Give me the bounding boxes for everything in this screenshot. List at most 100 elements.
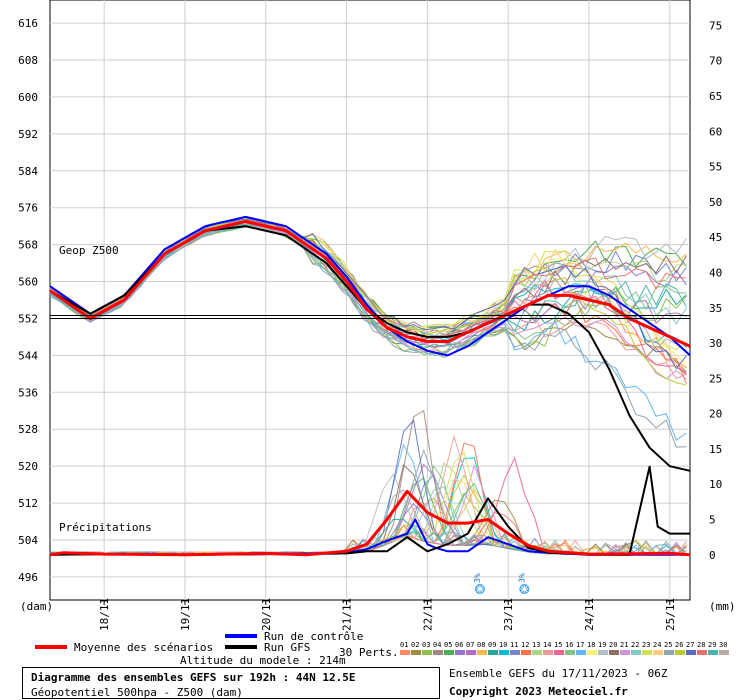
right-tick-label: 40 bbox=[709, 266, 722, 279]
member-number: 15 bbox=[554, 641, 562, 649]
left-tick-label: 504 bbox=[18, 534, 38, 547]
x-tick-label: 18/11 bbox=[98, 598, 111, 631]
x-tick-label: 21/11 bbox=[341, 598, 354, 631]
member-z500-27 bbox=[49, 218, 687, 370]
snow-markers: 3% 3% bbox=[473, 573, 530, 594]
member-swatch bbox=[477, 650, 487, 655]
member-number: 18 bbox=[587, 641, 595, 649]
member-number: 10 bbox=[499, 641, 507, 649]
member-number: 17 bbox=[576, 641, 584, 649]
left-tick-label: 544 bbox=[18, 349, 38, 362]
right-tick-label: 25 bbox=[709, 372, 722, 385]
geop-label: Geop Z500 bbox=[59, 244, 119, 257]
member-number: 26 bbox=[675, 641, 683, 649]
right-tick-label: 15 bbox=[709, 443, 722, 456]
left-tick-label: 600 bbox=[18, 91, 38, 104]
member-swatch bbox=[543, 650, 553, 655]
series-precip-moyenne-des-sc-narios bbox=[49, 489, 691, 557]
snowflake-glyph bbox=[520, 585, 529, 593]
right-tick-label: 35 bbox=[709, 302, 722, 315]
left-unit: (dam) bbox=[20, 600, 53, 613]
right-tick-label: 50 bbox=[709, 196, 722, 209]
member-number: 28 bbox=[697, 641, 705, 649]
member-number: 05 bbox=[444, 641, 452, 649]
left-tick-label: 512 bbox=[18, 497, 38, 510]
x-tick-label: 19/11 bbox=[179, 598, 192, 631]
right-tick-label: 30 bbox=[709, 337, 722, 350]
member-swatch bbox=[554, 650, 564, 655]
right-tick-label: 55 bbox=[709, 161, 722, 174]
member-swatch bbox=[444, 650, 454, 655]
member-number: 04 bbox=[433, 641, 441, 649]
x-tick-label: 22/11 bbox=[421, 598, 434, 631]
member-swatch bbox=[609, 650, 619, 655]
right-tick-label: 5 bbox=[709, 514, 716, 527]
snowflake-glyph bbox=[475, 585, 484, 593]
left-axis: 616 608 600 592 584 576 568 560 552 544 536 528 520 5… bbox=[18, 17, 38, 584]
altitude-text: Altitude du modele : 214m bbox=[180, 654, 346, 667]
member-z500-25 bbox=[49, 225, 687, 448]
series-z500-run-de-contr-le bbox=[49, 215, 691, 357]
left-tick-label: 496 bbox=[18, 571, 38, 584]
precip-label: Précipitations bbox=[59, 521, 152, 534]
copyright-text: Copyright 2023 Meteociel.fr bbox=[449, 685, 628, 698]
member-number: 23 bbox=[642, 641, 650, 649]
member-swatch bbox=[664, 650, 674, 655]
member-number: 07 bbox=[466, 641, 474, 649]
member-swatch bbox=[411, 650, 421, 655]
member-swatch bbox=[466, 650, 476, 655]
left-tick-label: 528 bbox=[18, 423, 38, 436]
main-series bbox=[49, 215, 691, 557]
member-number: 13 bbox=[532, 641, 540, 649]
snow-percent-label: 3% bbox=[473, 573, 482, 583]
x-tick-label: 23/11 bbox=[502, 598, 515, 631]
member-swatch bbox=[532, 650, 542, 655]
member-swatch bbox=[422, 650, 432, 655]
legend-mean: Moyenne des scénarios bbox=[74, 641, 213, 654]
member-number: 25 bbox=[664, 641, 672, 649]
member-z500-21 bbox=[49, 223, 687, 380]
member-swatch bbox=[708, 650, 718, 655]
x-axis: 18/11 19/11 20/11 21/11 22/11 23/11 24/11 25/11 bbox=[98, 598, 677, 631]
member-swatch bbox=[576, 650, 586, 655]
member-swatch bbox=[400, 650, 410, 655]
left-tick-label: 560 bbox=[18, 276, 38, 289]
right-tick-label: 45 bbox=[709, 231, 722, 244]
member-number: 29 bbox=[708, 641, 716, 649]
member-swatch bbox=[587, 650, 597, 655]
left-tick-label: 520 bbox=[18, 460, 38, 473]
left-tick-label: 616 bbox=[18, 17, 38, 30]
legend-gfs: Run GFS bbox=[264, 641, 310, 654]
member-number: 20 bbox=[609, 641, 617, 649]
left-tick-label: 536 bbox=[18, 386, 38, 399]
member-number: 12 bbox=[521, 641, 529, 649]
member-number: 21 bbox=[620, 641, 628, 649]
member-swatch bbox=[620, 650, 630, 655]
member-number: 11 bbox=[510, 641, 518, 649]
right-tick-label: 10 bbox=[709, 478, 722, 491]
legend-control: Run de contrôle bbox=[264, 630, 363, 643]
x-tick-label: 20/11 bbox=[260, 598, 273, 631]
member-swatch bbox=[675, 650, 685, 655]
member-number: 03 bbox=[422, 641, 430, 649]
member-number: 19 bbox=[598, 641, 606, 649]
left-tick-label: 608 bbox=[18, 54, 38, 67]
member-swatch bbox=[642, 650, 652, 655]
left-tick-label: 592 bbox=[18, 128, 38, 141]
member-swatch bbox=[686, 650, 696, 655]
series-z500-moyenne-des-sc-narios bbox=[49, 220, 691, 348]
right-tick-label: 20 bbox=[709, 408, 722, 421]
left-tick-label: 568 bbox=[18, 239, 38, 252]
chart-subtitle: Géopotentiel 500hpa - Z500 (dam) bbox=[31, 686, 243, 699]
member-swatch bbox=[697, 650, 707, 655]
member-swatch bbox=[598, 650, 608, 655]
right-unit: (mm) bbox=[709, 600, 736, 613]
member-number: 02 bbox=[411, 641, 419, 649]
members-label: 30 Perts. bbox=[339, 646, 399, 659]
member-number: 16 bbox=[565, 641, 573, 649]
left-tick-label: 552 bbox=[18, 312, 38, 325]
x-tick-label: 24/11 bbox=[583, 598, 596, 631]
member-swatch bbox=[488, 650, 498, 655]
